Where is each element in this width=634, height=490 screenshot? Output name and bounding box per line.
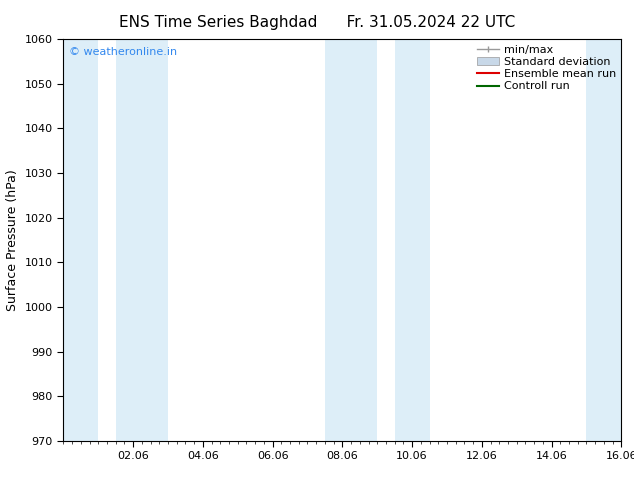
Y-axis label: Surface Pressure (hPa): Surface Pressure (hPa) bbox=[6, 169, 19, 311]
Bar bbox=[586, 39, 621, 441]
Bar bbox=[394, 39, 429, 441]
Legend: min/max, Standard deviation, Ensemble mean run, Controll run: min/max, Standard deviation, Ensemble me… bbox=[475, 43, 618, 94]
Text: © weatheronline.in: © weatheronline.in bbox=[69, 47, 177, 57]
Bar bbox=[325, 39, 377, 441]
Bar bbox=[115, 39, 168, 441]
Text: ENS Time Series Baghdad      Fr. 31.05.2024 22 UTC: ENS Time Series Baghdad Fr. 31.05.2024 2… bbox=[119, 15, 515, 30]
Bar bbox=[63, 39, 98, 441]
